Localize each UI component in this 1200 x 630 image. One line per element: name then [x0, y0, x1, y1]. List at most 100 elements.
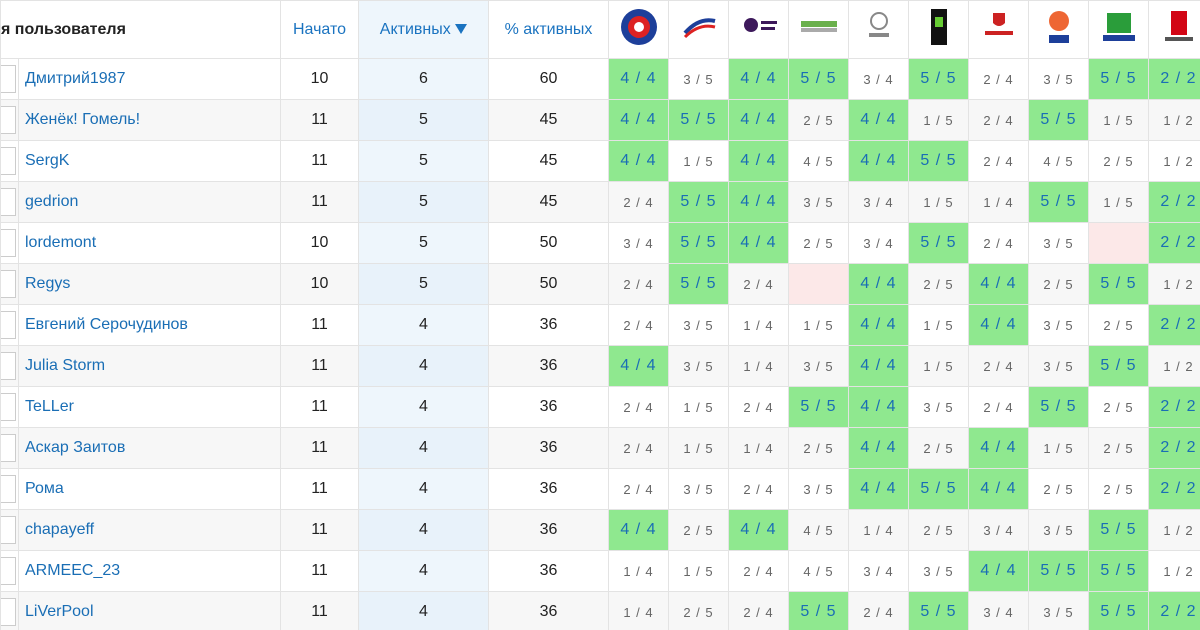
- started-count: 11: [280, 468, 359, 510]
- league-score: 2 / 4: [608, 304, 669, 346]
- league-score: 4 / 4: [848, 263, 909, 305]
- user-name[interactable]: gedrion: [18, 181, 281, 223]
- active-percent: 60: [488, 58, 609, 100]
- avatar: [1, 598, 16, 626]
- league-score: 4 / 4: [848, 386, 909, 428]
- user-name[interactable]: Regys: [18, 263, 281, 305]
- avatar: [1, 65, 16, 93]
- avatar-cell: [0, 386, 19, 428]
- league-score: 2 / 5: [788, 99, 849, 141]
- league-score: 4 / 4: [848, 304, 909, 346]
- user-name[interactable]: lordemont: [18, 222, 281, 264]
- active-count: 4: [358, 427, 489, 469]
- league-score: 1 / 2: [1148, 140, 1200, 182]
- league-logo: [1028, 0, 1089, 59]
- league-score: 2 / 5: [1088, 304, 1149, 346]
- league-score: 1 / 5: [1088, 181, 1149, 223]
- user-name[interactable]: TeLLer: [18, 386, 281, 428]
- started-count: 11: [280, 509, 359, 551]
- league-score: 2 / 4: [608, 386, 669, 428]
- league-score: 3 / 5: [1028, 58, 1089, 100]
- league-score: 1 / 2: [1148, 345, 1200, 387]
- league-score: [788, 263, 849, 305]
- league-score: 4 / 4: [968, 550, 1029, 592]
- active-count: 4: [358, 550, 489, 592]
- league-score: 2 / 4: [728, 263, 789, 305]
- started-header[interactable]: Начато: [280, 0, 359, 59]
- active-header[interactable]: Активных: [358, 0, 489, 59]
- percent-header[interactable]: % активных: [488, 0, 609, 59]
- user-name[interactable]: Julia Storm: [18, 345, 281, 387]
- user-name[interactable]: Аскар Заитов: [18, 427, 281, 469]
- user-name[interactable]: SergK: [18, 140, 281, 182]
- league-score: 2 / 2: [1148, 591, 1200, 630]
- league-score: 5 / 5: [1088, 58, 1149, 100]
- league-score: 4 / 4: [848, 468, 909, 510]
- avatar: [1, 311, 16, 339]
- league-score: 1 / 4: [968, 181, 1029, 223]
- avatar-cell: [0, 263, 19, 305]
- league-score: 1 / 5: [668, 386, 729, 428]
- user-name[interactable]: Дмитрий1987: [18, 58, 281, 100]
- league-score: 4 / 5: [1028, 140, 1089, 182]
- league-score: 2 / 5: [1088, 140, 1149, 182]
- league-score: 4 / 4: [728, 222, 789, 264]
- league-score: 1 / 5: [1028, 427, 1089, 469]
- league-score: 4 / 4: [608, 140, 669, 182]
- active-count: 6: [358, 58, 489, 100]
- active-percent: 36: [488, 509, 609, 551]
- league-score: 4 / 4: [968, 263, 1029, 305]
- league-score: 3 / 4: [848, 550, 909, 592]
- user-header[interactable]: я пользователя: [0, 0, 281, 59]
- league-score: 4 / 4: [608, 345, 669, 387]
- active-percent: 45: [488, 99, 609, 141]
- user-name[interactable]: Евгений Серочудинов: [18, 304, 281, 346]
- league-score: 5 / 5: [908, 222, 969, 264]
- league-score: 4 / 4: [728, 99, 789, 141]
- league-score: 2 / 5: [908, 427, 969, 469]
- league-score: 5 / 5: [908, 140, 969, 182]
- active-header-text[interactable]: Активных: [379, 20, 451, 38]
- league-score: 2 / 5: [908, 509, 969, 551]
- active-count: 4: [358, 345, 489, 387]
- league-score: 1 / 4: [608, 550, 669, 592]
- user-name[interactable]: chapayeff: [18, 509, 281, 551]
- league-score: 5 / 5: [668, 99, 729, 141]
- league-score: 2 / 4: [608, 263, 669, 305]
- league-score: 4 / 4: [848, 345, 909, 387]
- league-score: 1 / 5: [788, 304, 849, 346]
- league-score: 5 / 5: [908, 468, 969, 510]
- league-score: 2 / 4: [848, 591, 909, 630]
- user-name[interactable]: Рома: [18, 468, 281, 510]
- league-score: 1 / 5: [908, 304, 969, 346]
- user-name[interactable]: Женёк! Гомель!: [18, 99, 281, 141]
- started-count: 10: [280, 58, 359, 100]
- user-name[interactable]: ARMEEC_23: [18, 550, 281, 592]
- league-score: 5 / 5: [1088, 509, 1149, 551]
- league-score: 2 / 4: [728, 591, 789, 630]
- league-score: 2 / 5: [1028, 468, 1089, 510]
- league-score: 4 / 5: [788, 550, 849, 592]
- league-score: 4 / 4: [728, 140, 789, 182]
- league-score: 3 / 5: [1028, 591, 1089, 630]
- league-score: 5 / 5: [788, 58, 849, 100]
- active-percent: 36: [488, 550, 609, 592]
- league-score: 2 / 4: [728, 550, 789, 592]
- avatar: [1, 557, 16, 585]
- league-score: 3 / 5: [1028, 304, 1089, 346]
- header-row: я пользователя Начато Активных % активны…: [0, 0, 1200, 59]
- active-percent: 50: [488, 263, 609, 305]
- league-score: 2 / 2: [1148, 386, 1200, 428]
- league-score: 5 / 5: [1088, 263, 1149, 305]
- league-score: 5 / 5: [668, 181, 729, 223]
- league-score: 2 / 2: [1148, 181, 1200, 223]
- user-name[interactable]: LiVerPool: [18, 591, 281, 630]
- league-score: 2 / 5: [1088, 468, 1149, 510]
- league-logo: [788, 0, 849, 59]
- league-score: 1 / 5: [908, 181, 969, 223]
